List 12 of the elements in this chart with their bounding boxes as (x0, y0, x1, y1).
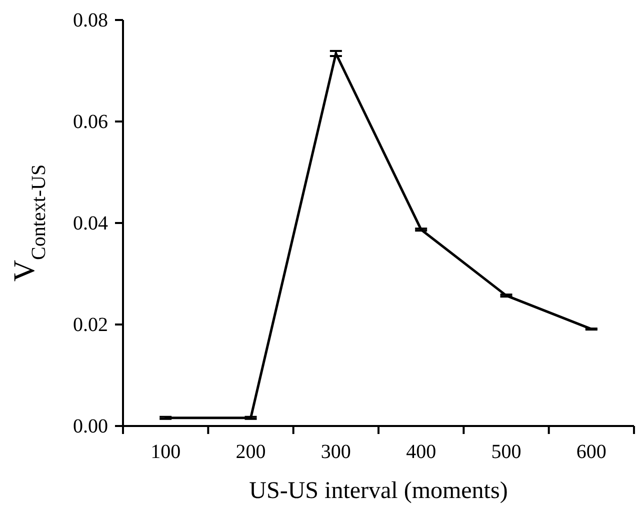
x-tick-label: 400 (406, 441, 436, 463)
x-axis-title: US-US interval (moments) (249, 478, 508, 504)
y-tick-label: 0.00 (73, 415, 108, 438)
y-tick-label: 0.04 (73, 212, 108, 234)
x-tick-label: 200 (236, 441, 266, 463)
y-tick-label: 0.08 (73, 9, 108, 32)
x-tick-label: 300 (320, 441, 351, 463)
x-tick-label: 600 (576, 441, 606, 463)
x-tick-label: 100 (150, 441, 181, 463)
y-tick-label: 0.06 (73, 110, 108, 133)
x-tick-label: 500 (491, 441, 522, 463)
y-tick-label: 0.02 (73, 314, 108, 336)
